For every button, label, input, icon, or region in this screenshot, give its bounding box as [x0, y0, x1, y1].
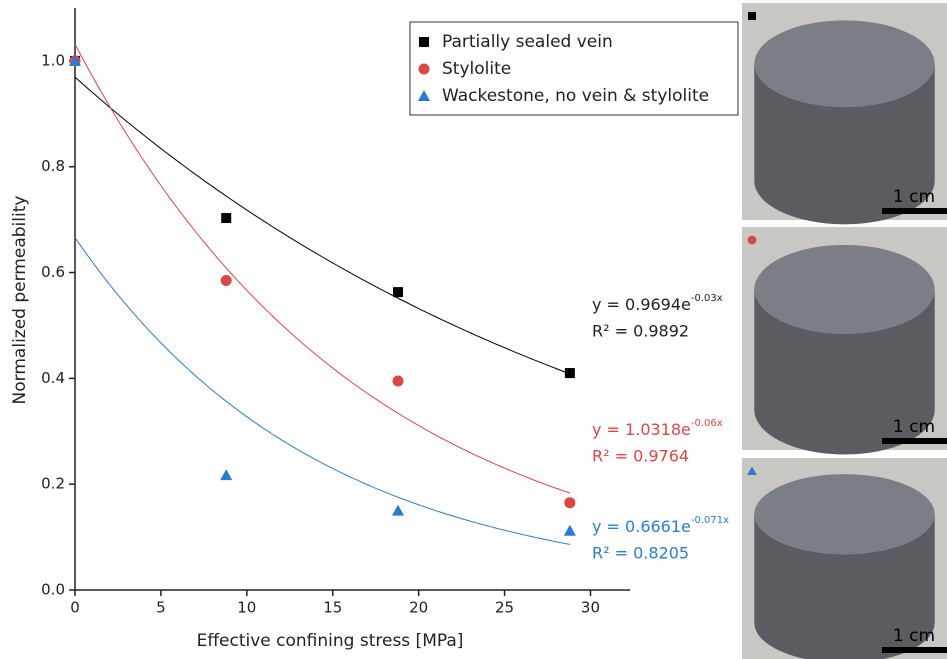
marker-circle: [748, 236, 757, 245]
y-tick-label: 0.8: [41, 157, 65, 175]
fit-equation: y = 0.9694e-0.03x: [592, 293, 723, 314]
y-tick-label: 0.6: [41, 263, 65, 281]
scale-bar: [882, 208, 947, 214]
equation-exponent: -0.06x: [691, 418, 723, 429]
scale-bar: [882, 647, 947, 653]
x-tick-label: 15: [323, 599, 342, 617]
marker-triangle: [220, 469, 232, 480]
scale-bar: [882, 438, 947, 444]
fit-curve: [75, 77, 570, 374]
equation-exponent: -0.03x: [691, 293, 723, 304]
x-tick-label: 0: [70, 599, 80, 617]
equation-exponent: -0.071x: [691, 515, 729, 526]
marker-square: [393, 287, 403, 297]
marker-square: [565, 368, 575, 378]
fit-equation: y = 0.6661e-0.071x: [592, 515, 729, 536]
marker-circle: [419, 64, 430, 75]
fit-r2: R² = 0.9764: [592, 447, 689, 466]
legend-label: Stylolite: [442, 59, 511, 79]
fit-r2: R² = 0.8205: [592, 544, 689, 563]
x-tick-label: 25: [495, 599, 514, 617]
y-tick-label: 1.0: [41, 51, 65, 69]
x-tick-label: 5: [156, 599, 166, 617]
y-tick-label: 0.4: [41, 369, 65, 387]
equation-base: y = 0.9694e: [592, 295, 691, 314]
marker-square: [221, 213, 231, 223]
equation-base: y = 0.6661e: [592, 517, 691, 536]
core-top: [754, 20, 934, 107]
marker-circle: [221, 275, 232, 286]
scale-label: 1 cm: [893, 187, 935, 207]
marker-circle: [393, 376, 404, 387]
marker-square: [748, 12, 756, 20]
marker-triangle: [392, 505, 404, 516]
equation-base: y = 1.0318e: [592, 420, 691, 439]
core-top: [754, 474, 934, 554]
core-top: [754, 245, 934, 334]
y-tick-label: 0.2: [41, 475, 65, 493]
x-axis-label: Effective confining stress [MPa]: [197, 631, 464, 651]
marker-triangle: [564, 525, 576, 536]
fit-curve: [75, 238, 570, 545]
fit-equation: y = 1.0318e-0.06x: [592, 418, 723, 439]
legend-label: Wackestone, no vein & stylolite: [442, 86, 709, 106]
chart: Effective confining stress [MPa] Normali…: [0, 0, 947, 659]
legend-label: Partially sealed vein: [442, 32, 613, 52]
x-tick-label: 20: [409, 599, 428, 617]
x-tick-label: 10: [237, 599, 256, 617]
marker-square: [419, 37, 429, 47]
marker-circle: [564, 497, 575, 508]
x-tick-label: 30: [581, 599, 600, 617]
y-tick-label: 0.0: [41, 581, 65, 599]
fit-r2: R² = 0.9892: [592, 322, 689, 341]
y-axis-label: Normalized permeability: [10, 196, 30, 405]
scale-label: 1 cm: [893, 626, 935, 646]
page: Effective confining stress [MPa] Normali…: [0, 0, 947, 659]
scale-label: 1 cm: [893, 417, 935, 437]
